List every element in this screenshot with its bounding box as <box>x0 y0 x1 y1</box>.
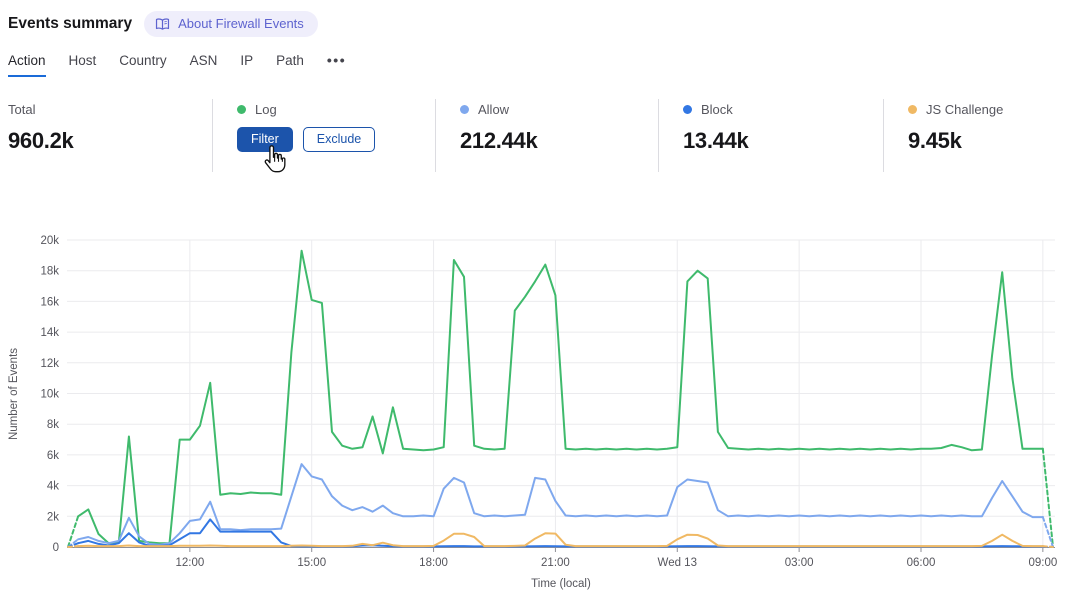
svg-text:10k: 10k <box>40 389 59 401</box>
tab-action[interactable]: Action <box>8 53 46 77</box>
svg-text:21:00: 21:00 <box>541 557 570 569</box>
tab-country[interactable]: Country <box>119 53 166 77</box>
stat-allow-value: 212.44k <box>460 128 658 154</box>
svg-text:15:00: 15:00 <box>297 557 326 569</box>
tabs-more-icon[interactable]: ••• <box>327 52 346 77</box>
svg-text:18k: 18k <box>40 266 59 278</box>
exclude-button[interactable]: Exclude <box>303 127 375 152</box>
block-series-dot <box>683 105 692 114</box>
svg-text:12k: 12k <box>40 358 59 370</box>
log-hover-actions: Filter Exclude <box>237 127 435 152</box>
svg-text:09:00: 09:00 <box>1028 557 1057 569</box>
tab-asn[interactable]: ASN <box>190 53 218 77</box>
stats-row: Total 960.2k Log Filter Exclude Allow 21… <box>0 99 1068 172</box>
svg-text:4k: 4k <box>47 481 59 493</box>
stat-total: Total 960.2k <box>0 99 212 172</box>
svg-text:12:00: 12:00 <box>175 557 204 569</box>
events-chart: 12:00 15:00 18:00 21:00 Wed 13 03:00 06:00 09:0… <box>0 228 1068 600</box>
svg-text:14k: 14k <box>40 327 59 339</box>
page-title: Events summary <box>8 15 132 33</box>
allow-series-dot <box>460 105 469 114</box>
svg-text:0: 0 <box>53 542 59 554</box>
stat-js-challenge[interactable]: JS Challenge 9.45k <box>883 99 1068 172</box>
svg-text:18:00: 18:00 <box>419 557 448 569</box>
about-firewall-events-badge[interactable]: About Firewall Events <box>144 11 318 37</box>
stat-block-value: 13.44k <box>683 128 883 154</box>
svg-text:Time (local): Time (local) <box>531 578 591 590</box>
stat-log-label: Log <box>237 101 435 117</box>
stat-log[interactable]: Log Filter Exclude <box>212 99 435 172</box>
stat-block-label: Block <box>683 101 883 117</box>
svg-text:6k: 6k <box>47 450 59 462</box>
tab-host[interactable]: Host <box>69 53 97 77</box>
filter-button[interactable]: Filter <box>237 127 293 152</box>
facet-tabs: Action Host Country ASN IP Path ••• <box>0 37 1068 77</box>
stat-js-challenge-value: 9.45k <box>908 128 1068 154</box>
svg-text:06:00: 06:00 <box>907 557 936 569</box>
stat-block[interactable]: Block 13.44k <box>658 99 883 172</box>
stat-total-label: Total <box>8 101 212 117</box>
open-book-icon <box>155 17 170 31</box>
tab-path[interactable]: Path <box>276 53 304 77</box>
svg-text:2k: 2k <box>47 511 59 523</box>
svg-text:Number of Events: Number of Events <box>8 348 20 440</box>
stat-allow[interactable]: Allow 212.44k <box>435 99 658 172</box>
events-chart-svg: 12:00 15:00 18:00 21:00 Wed 13 03:00 06:00 09:0… <box>0 228 1068 600</box>
stat-js-challenge-label: JS Challenge <box>908 101 1068 117</box>
svg-text:03:00: 03:00 <box>785 557 814 569</box>
stat-total-value: 960.2k <box>8 128 212 154</box>
log-series-dot <box>237 105 246 114</box>
tab-ip[interactable]: IP <box>240 53 253 77</box>
svg-text:Wed 13: Wed 13 <box>658 557 697 569</box>
svg-text:8k: 8k <box>47 419 59 431</box>
badge-label: About Firewall Events <box>178 16 304 31</box>
stat-allow-label: Allow <box>460 101 658 117</box>
svg-text:20k: 20k <box>40 235 59 247</box>
js-challenge-series-dot <box>908 105 917 114</box>
page-header: Events summary About Firewall Events <box>0 0 1068 37</box>
svg-text:16k: 16k <box>40 296 59 308</box>
